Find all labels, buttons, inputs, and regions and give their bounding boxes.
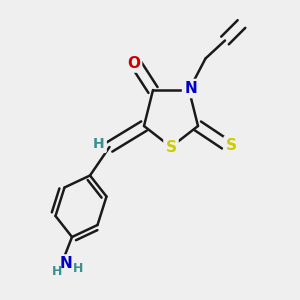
Text: H: H [93,137,105,151]
Text: O: O [127,56,140,70]
Text: S: S [226,138,236,153]
Text: N: N [60,256,72,272]
Text: H: H [73,262,83,275]
Text: H: H [52,265,62,278]
Text: S: S [166,140,176,154]
Text: N: N [184,81,197,96]
